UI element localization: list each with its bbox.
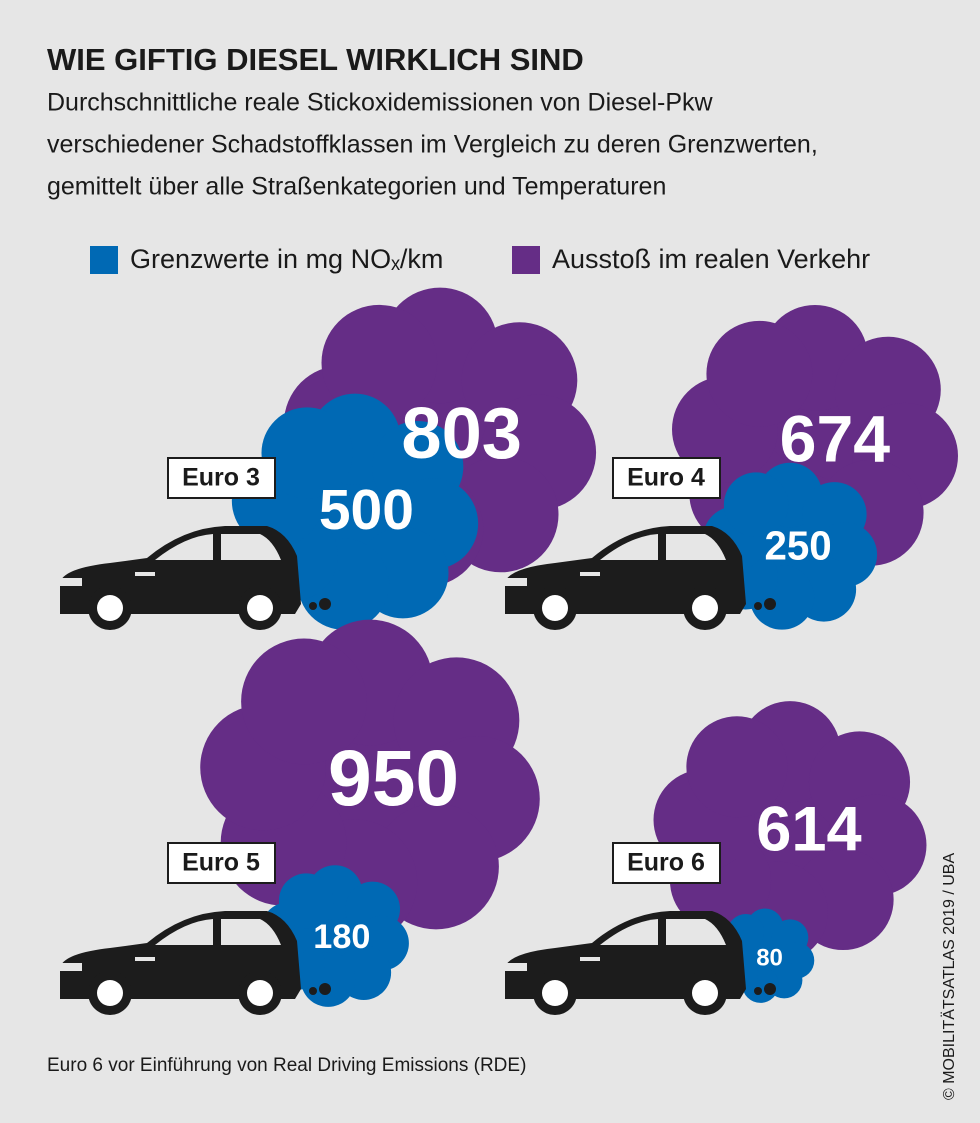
data-label: 614 <box>756 795 861 865</box>
cloud-puff <box>278 873 334 929</box>
title: WIE GIFTIG DIESEL WIRKLICH SIND <box>47 42 584 77</box>
legend-label: Grenzwerte in mg NOₓ/km <box>130 244 443 274</box>
data-label: 500 <box>319 478 414 542</box>
cloud-puff <box>686 716 788 818</box>
class-label: Euro 3 <box>182 464 260 492</box>
class-box <box>167 457 276 499</box>
subtitle: gemittelt über alle Straßenkategorien un… <box>47 173 666 201</box>
legend-label: Ausstoß im realen Verkehr <box>552 244 870 274</box>
class-label: Euro 6 <box>627 849 705 877</box>
cloud <box>200 619 540 946</box>
class-box <box>167 842 276 884</box>
footnote: Euro 6 vor Einführung von Real Driving E… <box>47 1055 526 1076</box>
data-label: 674 <box>780 402 891 476</box>
data-label: 950 <box>328 734 459 822</box>
cloud-puff <box>241 638 367 765</box>
subtitle: Durchschnittliche reale Stickoxidemissio… <box>47 89 713 117</box>
legend-swatch <box>90 246 118 274</box>
data-label: 250 <box>764 524 831 569</box>
credit: © MOBILITÄTSATLAS 2019 / UBA <box>940 853 958 1100</box>
class-label: Euro 4 <box>627 464 705 492</box>
cloud-puff <box>261 407 353 499</box>
cloud-puff <box>321 304 438 421</box>
class-box <box>612 842 721 884</box>
cloud-puff <box>706 320 813 427</box>
data-label: 803 <box>401 394 522 474</box>
data-label: 180 <box>313 918 370 956</box>
class-label: Euro 5 <box>182 849 260 877</box>
data-label: 80 <box>756 944 783 971</box>
cloud-puff <box>723 472 789 537</box>
class-box <box>612 457 721 499</box>
legend-swatch <box>512 246 540 274</box>
subtitle: verschiedener Schadstoffklassen im Vergl… <box>47 131 818 159</box>
cloud <box>653 701 927 963</box>
